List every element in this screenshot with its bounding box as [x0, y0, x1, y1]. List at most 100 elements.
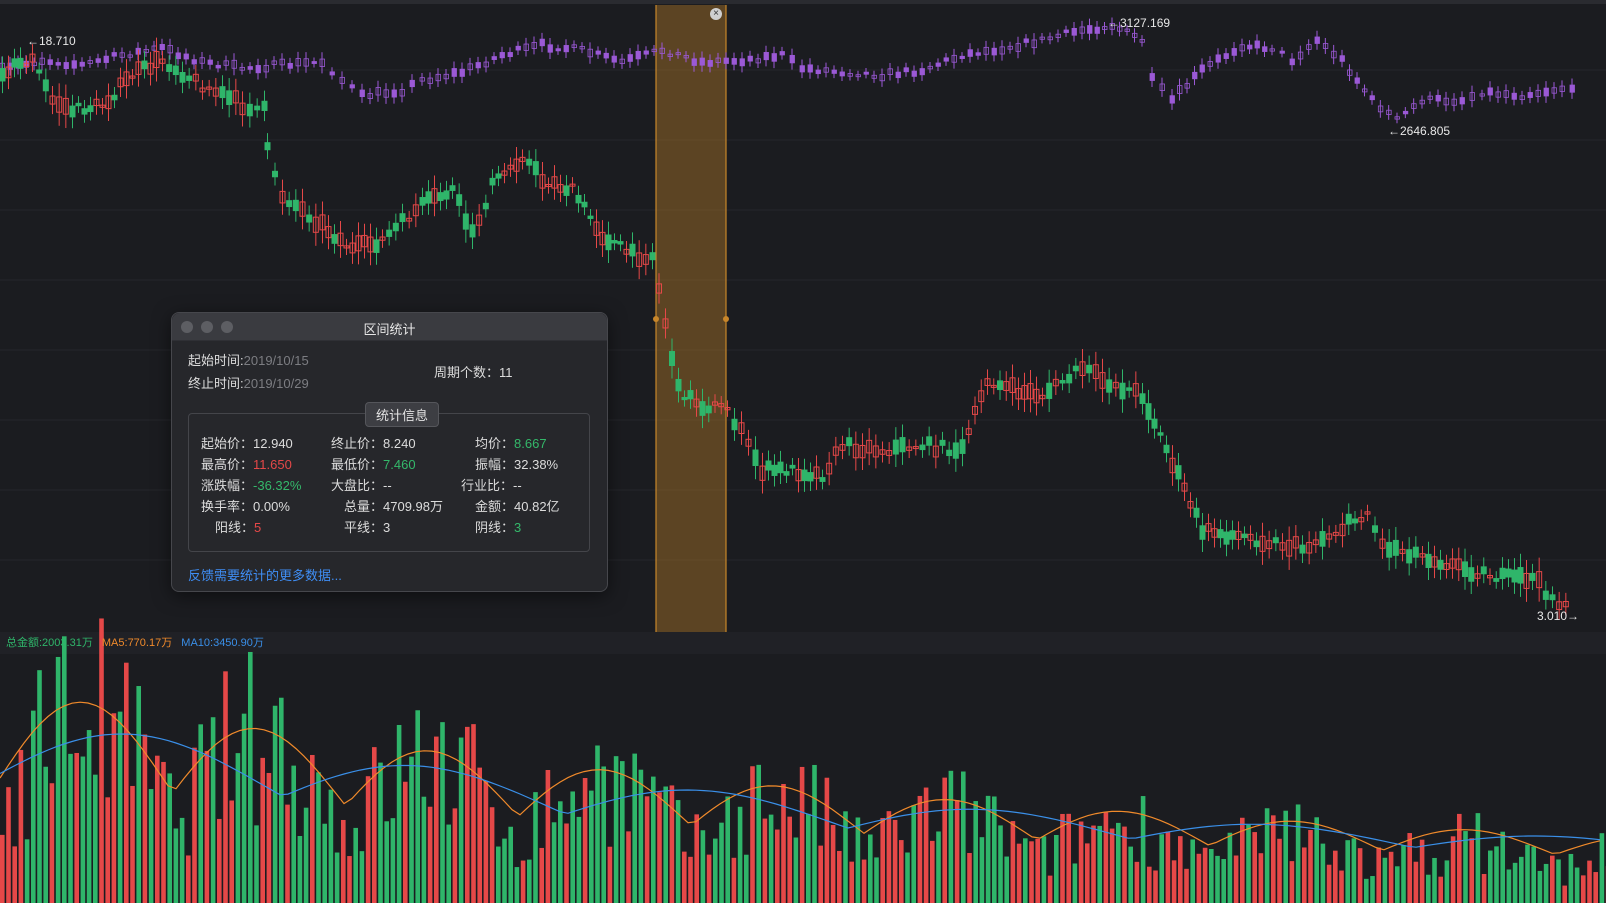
- index-candle: [715, 57, 721, 63]
- stock-candle: [312, 216, 319, 233]
- window-close-icon[interactable]: [181, 321, 193, 333]
- index-candle: [223, 60, 229, 66]
- stock-candle: [343, 245, 350, 249]
- stock-candle: [349, 242, 356, 254]
- volume-bar: [992, 796, 997, 903]
- volume-bar: [347, 856, 352, 903]
- volume-bar: [18, 749, 24, 903]
- total-amount: 金额：40.82亿: [475, 499, 560, 514]
- stock-candle: [738, 422, 745, 435]
- stock-candle: [99, 104, 106, 108]
- volume-bar: [1147, 866, 1152, 903]
- stock-candle: [42, 79, 49, 92]
- index-candle: [723, 57, 729, 64]
- stock-candle: [872, 445, 879, 458]
- stock-candle: [771, 464, 778, 476]
- stock-candle: [1181, 482, 1188, 492]
- index-candle: [255, 65, 261, 74]
- volume-bar: [1103, 812, 1109, 903]
- stock-candle: [1086, 364, 1093, 374]
- volume-bar: [403, 781, 408, 903]
- index-candle: [739, 58, 745, 67]
- volume-bar: [235, 753, 241, 903]
- volume-bar: [967, 852, 972, 903]
- volume-bar: [1029, 841, 1034, 903]
- stock-candle: [972, 405, 978, 415]
- volume-bar: [1060, 813, 1065, 903]
- stock-candle: [886, 450, 893, 456]
- stats-info-tab[interactable]: 统计信息: [365, 402, 440, 427]
- index-candle: [475, 62, 481, 69]
- volume-bar: [1233, 855, 1239, 903]
- close-selection-icon[interactable]: ×: [710, 8, 722, 20]
- stock-candle: [361, 234, 368, 248]
- high-price: 最高价：11.650: [201, 457, 292, 472]
- volume-bar: [483, 780, 489, 903]
- stock-candle: [1039, 394, 1046, 400]
- volume-bar: [1227, 832, 1233, 903]
- stock-candle: [783, 471, 790, 476]
- stock-candle: [1480, 566, 1487, 575]
- index-candle: [611, 55, 617, 63]
- volume-bar: [24, 839, 30, 903]
- stock-candle: [1052, 378, 1059, 387]
- volume-bar: [750, 766, 755, 903]
- volume-bar: [1543, 863, 1549, 903]
- volume-bar: [700, 830, 706, 903]
- stock-candle: [179, 71, 186, 83]
- volume-bar: [1457, 813, 1462, 903]
- index-candle: [1402, 110, 1409, 115]
- stock-candle: [1229, 530, 1236, 540]
- stock-candle: [1217, 529, 1224, 539]
- stock-candle: [1299, 544, 1306, 554]
- index-candle: [991, 47, 997, 56]
- stock-candle: [159, 58, 166, 64]
- volume-bar: [502, 838, 507, 903]
- stock-candle: [431, 188, 438, 204]
- index-candle: [1132, 32, 1138, 38]
- index-candle: [119, 52, 125, 58]
- index-candle: [435, 73, 441, 82]
- volume-bar: [241, 713, 247, 903]
- volume-bar: [86, 730, 92, 903]
- window-minimize-icon[interactable]: [201, 321, 213, 333]
- index-candle: [47, 59, 53, 65]
- volume-bar: [1041, 836, 1047, 903]
- stock-candle: [617, 241, 624, 245]
- volume-bar: [880, 817, 885, 903]
- window-zoom-icon[interactable]: [221, 321, 233, 333]
- stock-candle: [906, 446, 913, 451]
- volume-bar: [1246, 824, 1251, 903]
- index-candle: [311, 61, 317, 64]
- volume-bar: [496, 846, 501, 903]
- index-candle: [1459, 97, 1465, 105]
- stock-candle: [745, 438, 752, 447]
- stock-candle: [111, 94, 118, 101]
- volume-bar: [297, 836, 303, 903]
- stock-candle: [605, 234, 612, 251]
- stock-candle: [1319, 531, 1326, 547]
- index-candle: [39, 57, 45, 65]
- volume-bar: [124, 662, 129, 903]
- index-candle: [263, 64, 269, 73]
- feedback-link[interactable]: 反馈需要统计的更多数据...: [188, 568, 342, 583]
- volume-bar: [1264, 808, 1270, 903]
- index-candle: [755, 58, 761, 64]
- dialog-titlebar[interactable]: 区间统计: [172, 313, 607, 341]
- volume-bar: [861, 859, 867, 903]
- stock-candle: [399, 213, 406, 223]
- index-candle: [383, 89, 389, 98]
- volume-bar: [620, 761, 625, 903]
- stock-candle: [1493, 578, 1500, 582]
- stock-candle: [325, 226, 332, 239]
- volume-bar: [930, 840, 935, 903]
- volume-bar: [365, 776, 371, 903]
- stock-candle: [1072, 365, 1079, 372]
- index-candle: [1369, 95, 1375, 101]
- stock-candle: [81, 108, 88, 115]
- volume-bar: [533, 792, 538, 903]
- stock-candle: [1126, 387, 1133, 391]
- volume-bar: [1512, 862, 1518, 903]
- volume-bar: [1078, 821, 1084, 903]
